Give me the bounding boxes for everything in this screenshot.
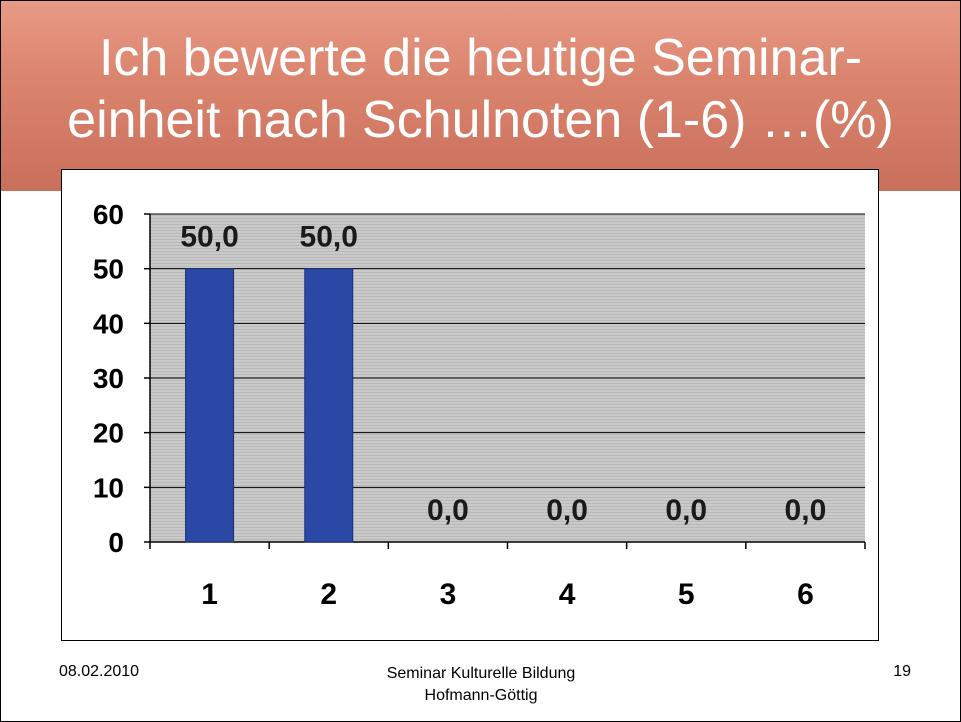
- x-tick-label-2: 2: [320, 578, 337, 611]
- y-tick-label: 20: [93, 418, 124, 449]
- x-tick-label-5: 5: [678, 578, 695, 611]
- y-tick-label: 0: [108, 527, 124, 558]
- data-label-2: 50,0: [300, 221, 358, 254]
- y-tick-label: 10: [93, 472, 124, 503]
- x-tick-label-3: 3: [440, 578, 457, 611]
- data-label-5: 0,0: [665, 494, 707, 527]
- data-label-3: 0,0: [427, 494, 469, 527]
- x-tick-label-4: 4: [559, 578, 576, 611]
- title-band: [1, 1, 960, 191]
- y-tick-label: 40: [93, 308, 124, 339]
- footer-seminar: Seminar Kulturelle Bildung: [386, 665, 576, 682]
- footer-date: 08.02.2010: [59, 663, 140, 680]
- footer-author: Hofmann-Göttig: [424, 687, 538, 704]
- data-label-4: 0,0: [546, 494, 588, 527]
- y-tick-label: 60: [93, 199, 124, 230]
- x-tick-label-6: 6: [797, 578, 814, 611]
- footer-center: Seminar Kulturelle Bildung Hofmann-Götti…: [331, 663, 631, 707]
- y-tick-label: 50: [93, 254, 124, 285]
- data-label-6: 0,0: [785, 494, 827, 527]
- footer-page-number: 19: [893, 663, 911, 680]
- slide-title: Ich bewerte die heutige Seminar- einheit…: [67, 29, 894, 149]
- bar-grade-2: [304, 268, 354, 543]
- y-tick-label: 30: [93, 363, 124, 394]
- chart-frame: 0 10 20 30 40 50 60 1 50,0 2 50,0 3 0,0 4 0,0 5 0,0 6 0,0: [61, 169, 879, 641]
- bar-grade-1: [185, 268, 235, 543]
- x-tick-label-1: 1: [201, 578, 218, 611]
- data-label-1: 50,0: [180, 221, 238, 254]
